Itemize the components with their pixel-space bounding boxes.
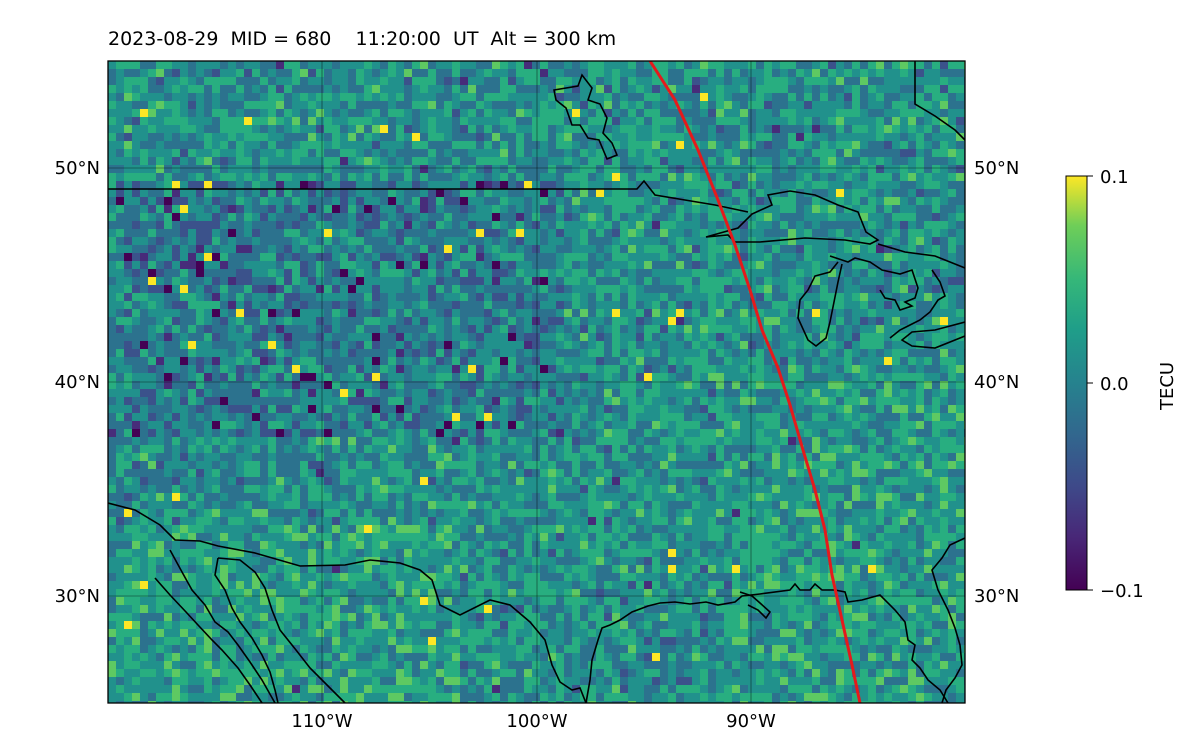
gridlines xyxy=(108,61,965,703)
lat-label-right-40: 40°N xyxy=(974,372,1019,393)
atlantic-coast xyxy=(931,537,965,703)
great-lakes-superior xyxy=(705,190,880,245)
lon-label-90w: 90°W xyxy=(726,711,776,732)
map-frame xyxy=(107,60,966,704)
lat-label-right-30: 30°N xyxy=(974,586,1019,607)
tec-pixel-layer xyxy=(108,61,965,703)
colorbar-label: TECU xyxy=(1157,361,1178,410)
hudson-bay-coast xyxy=(553,73,619,161)
colorbar xyxy=(1065,175,1088,591)
colorbar-ticks xyxy=(1087,175,1093,591)
lat-label-right-50: 50°N xyxy=(974,158,1019,179)
gulf-coast-upper xyxy=(739,591,772,620)
lon-label-100w: 100°W xyxy=(506,711,567,732)
great-lakes-michigan-huron xyxy=(797,243,965,349)
lat-label-left-30: 30°N xyxy=(55,586,100,607)
baja-california xyxy=(214,557,346,703)
colorbar-tick-min: −0.1 xyxy=(1100,581,1144,602)
colorbar-tick-max: 0.1 xyxy=(1100,167,1129,188)
lat-label-left-40: 40°N xyxy=(55,372,100,393)
mexico-border xyxy=(108,502,587,703)
lat-label-left-50: 50°N xyxy=(55,158,100,179)
map-title: 2023-08-29 MID = 680 11:20:00 UT Alt = 3… xyxy=(108,28,617,50)
colorbar-tick-zero: 0.0 xyxy=(1100,374,1129,395)
terminator-line xyxy=(648,61,862,703)
pacific-coast-sw xyxy=(154,577,263,703)
pacific-coast-mexico xyxy=(169,549,276,703)
gulf-coast xyxy=(585,582,949,703)
lon-label-110w: 110°W xyxy=(291,711,352,732)
hudson-bay-east xyxy=(914,61,965,141)
